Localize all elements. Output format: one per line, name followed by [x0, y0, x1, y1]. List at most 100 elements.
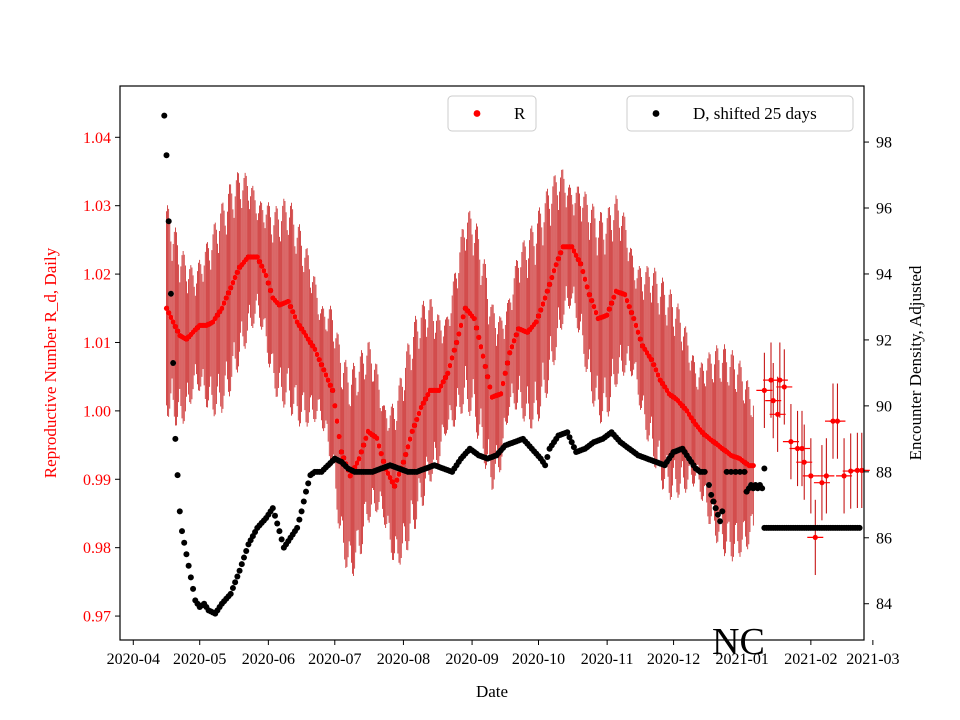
d-point [566, 434, 573, 441]
legend-d: D, shifted 25 days [626, 95, 854, 132]
right-y-tick-label: 86 [876, 530, 892, 547]
r-point [332, 403, 338, 409]
d-point [243, 547, 250, 554]
d-point [303, 488, 309, 495]
r-point [504, 360, 511, 366]
r-point [533, 319, 539, 325]
r-point [259, 263, 265, 269]
r-point [329, 387, 336, 393]
r-point [622, 292, 628, 298]
d-point [179, 528, 185, 535]
right-y-tick-label: 92 [876, 332, 892, 349]
d-point [710, 498, 717, 505]
r-point [458, 322, 464, 328]
r-point [325, 377, 331, 383]
r-point [513, 332, 519, 338]
x-axis-label: Date [476, 682, 508, 701]
r-point [445, 370, 451, 376]
r-point [436, 387, 442, 393]
r-point [633, 322, 639, 328]
d-point [227, 590, 234, 597]
x-tick-label: 2020-06 [242, 651, 295, 668]
d-point [542, 462, 549, 469]
left-y-axis-label: Reproductive Number R_d, Daily [41, 247, 60, 478]
left-y-tick-label: 1.04 [83, 130, 111, 147]
r-point [593, 309, 599, 316]
d-point [741, 468, 748, 475]
d-point [170, 360, 177, 366]
r-point [254, 254, 260, 260]
r-point [500, 380, 506, 387]
r-point [321, 367, 327, 373]
r-point [285, 298, 291, 305]
d-point [706, 482, 712, 489]
right-y-tick-label: 90 [876, 398, 892, 415]
d-point [238, 561, 245, 568]
r-point [569, 244, 575, 250]
plot-frame [119, 85, 865, 641]
r-point [653, 367, 659, 373]
r-point [363, 435, 369, 441]
r-weekly-point [859, 467, 865, 473]
d-point [161, 112, 168, 119]
r-point [225, 290, 232, 296]
r-point [546, 281, 553, 287]
r-point [551, 268, 557, 274]
d-point [236, 567, 243, 574]
d-point [732, 468, 739, 475]
x-tick-label: 2021-03 [846, 651, 899, 668]
r-point [586, 292, 593, 298]
d-point [856, 524, 863, 531]
r-point [611, 294, 617, 300]
r-point [509, 344, 515, 350]
x-tick-label: 2020-04 [107, 651, 160, 668]
legend-r: R [447, 95, 537, 132]
d-point [714, 511, 721, 518]
d-point [278, 536, 285, 543]
r-point [442, 374, 449, 381]
r-point [542, 295, 548, 301]
d-point [276, 528, 283, 535]
r-point [376, 443, 382, 449]
r-point [256, 259, 263, 265]
r-point [230, 280, 236, 286]
right-y-tick-label: 96 [876, 201, 892, 218]
r-point [166, 310, 172, 316]
r-point [389, 479, 395, 485]
r-weekly-point [775, 411, 781, 417]
r-weekly-point [808, 473, 814, 479]
r-point [535, 313, 542, 319]
r-point [507, 350, 513, 356]
r-point [174, 328, 181, 334]
r-weekly-point [801, 459, 807, 465]
r-point [582, 276, 588, 282]
right-y-tick-label: 94 [876, 266, 892, 283]
d-point [294, 524, 301, 531]
r-point [555, 256, 562, 262]
r-weekly-point [761, 387, 767, 393]
d-point [272, 512, 278, 519]
d-point [183, 551, 190, 558]
legend-r-box [447, 95, 537, 132]
r-point [580, 268, 586, 275]
x-tick-label: 2020-11 [581, 651, 634, 668]
legend-r-label: R [514, 104, 526, 123]
r-point [380, 458, 387, 464]
r-point [549, 274, 555, 281]
r-point [453, 339, 460, 346]
r-point [416, 410, 422, 417]
x-tick-label: 2020-07 [308, 651, 361, 668]
r-point [626, 303, 632, 310]
r-point [420, 400, 426, 406]
x-tick-label: 2020-05 [173, 651, 226, 668]
d-point [305, 480, 312, 487]
r-point [336, 433, 342, 440]
r-point [163, 305, 170, 311]
d-point [165, 218, 172, 225]
r-point [314, 351, 320, 358]
d-point [234, 573, 241, 580]
r-point [323, 372, 329, 378]
x-tick-label: 2021-01 [716, 651, 769, 668]
r-point [447, 362, 453, 369]
d-point [300, 498, 307, 505]
